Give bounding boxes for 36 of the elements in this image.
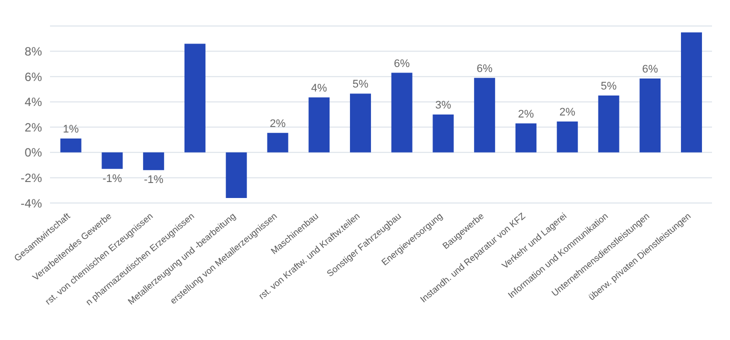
bar [350,94,371,152]
bar [391,72,412,152]
y-tick-label: 4% [24,95,42,110]
bar [60,138,82,152]
data-label: -1% [102,172,122,185]
data-label: 5% [352,78,369,91]
bar [680,32,702,152]
data-label: 6% [476,62,493,75]
bar [640,78,661,152]
data-label: 2% [518,108,534,120]
bar [515,123,536,152]
y-tick-label: 8% [24,44,42,59]
bar [267,132,288,152]
data-label: 4% [311,82,328,94]
y-tick-label: 2% [24,120,42,134]
data-label: 5% [600,80,617,93]
bar [102,152,123,169]
bar [308,97,330,152]
data-label: 2% [270,118,286,130]
y-tick-label: -4% [20,196,42,210]
bar [226,152,247,198]
data-label: 6% [394,58,410,70]
data-label: 6% [642,63,658,76]
bar [143,152,164,170]
bar [556,121,578,152]
bar [598,96,620,152]
data-label: 2% [559,106,576,118]
bar [184,44,206,152]
y-tick-label: -2% [20,170,42,185]
data-label: 1% [62,124,80,136]
bar [474,78,496,152]
y-tick-label: 0% [24,146,42,160]
data-label: 3% [435,100,452,112]
y-tick-label: 6% [24,70,42,84]
bar [432,114,454,152]
data-label: -1% [144,174,164,186]
